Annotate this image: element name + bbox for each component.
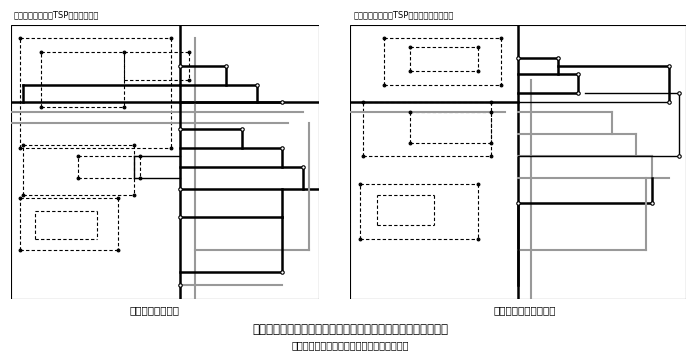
Text: 計画型３における経路: 計画型３における経路 <box>494 305 556 315</box>
Text: 図２　一番草の収穫作業の実績と計画における作業経路の比較: 図２ 一番草の収穫作業の実績と計画における作業経路の比較 <box>252 323 448 336</box>
Text: 注）実線は１班、点線は２班の経路を示す。: 注）実線は１班、点線は２班の経路を示す。 <box>291 340 409 351</box>
Text: 牧草の刈取計画（TSP）　班別実績: 牧草の刈取計画（TSP） 班別実績 <box>13 10 99 19</box>
Text: 牧草の刈取計画（TSP）　班別時期別計画: 牧草の刈取計画（TSP） 班別時期別計画 <box>354 10 454 19</box>
Text: 実績における経路: 実績における経路 <box>129 305 179 315</box>
